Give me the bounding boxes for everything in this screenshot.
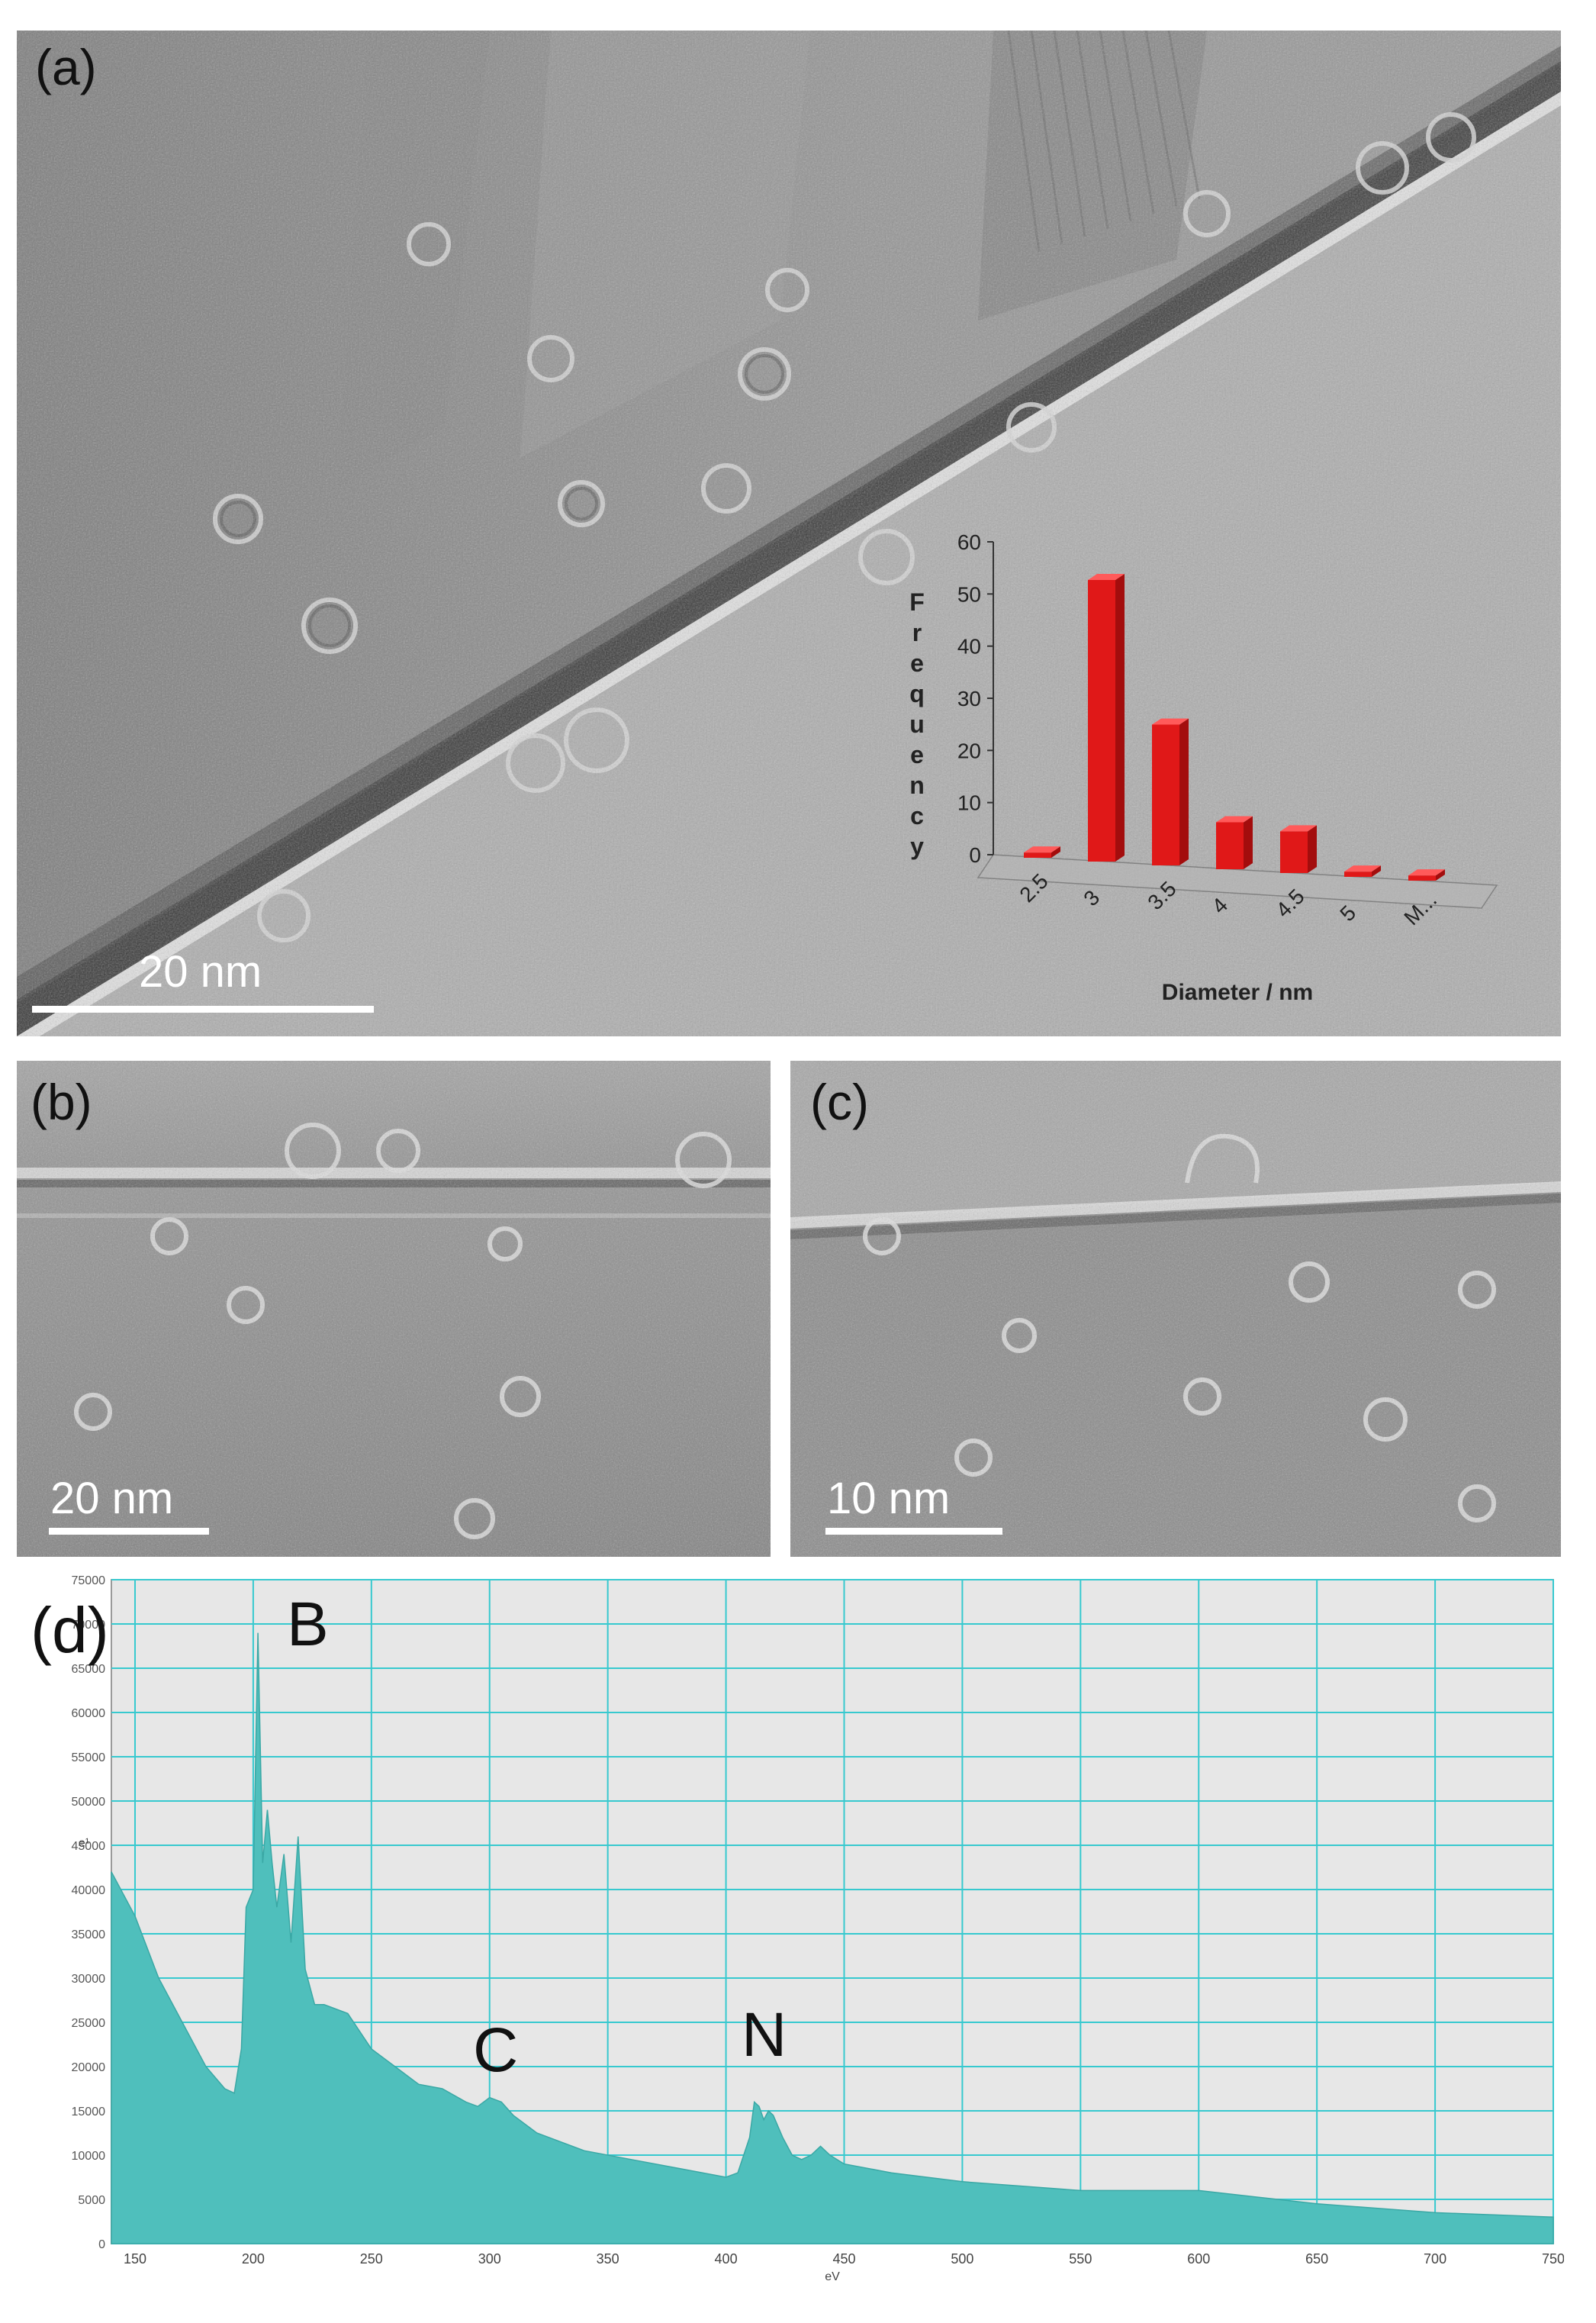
inset-bar: [1344, 865, 1381, 877]
panel-b-label: (b): [31, 1074, 92, 1130]
spectrum-x-tick-label: 300: [478, 2251, 501, 2267]
tem-image-b: [17, 1061, 771, 1557]
inset-bar: [1408, 869, 1445, 881]
inset-bar: [1216, 816, 1253, 869]
inset-bar: [1280, 825, 1317, 873]
inset-y-axis-label-char: c: [910, 802, 924, 830]
spectrum-y-tick-label: 30000: [72, 1973, 106, 1986]
spectrum-x-axis-label: eV: [825, 2270, 840, 2283]
inset-floor: [977, 854, 1498, 909]
inset-y-tick-label: 0: [969, 843, 981, 867]
spectrum-y-tick-label: 55000: [72, 1751, 106, 1764]
spectrum-x-tick-label: 500: [951, 2251, 973, 2267]
scale-bar-a: [32, 1006, 374, 1013]
eels-panel-d: 150 200 250 300 350 400 450 500 550 600 650 700 750 0…: [31, 1572, 1564, 2305]
spectrum-area: [111, 1632, 1554, 2244]
inset-bar: [1024, 846, 1060, 858]
spectrum-y-tick-label: 0: [98, 2238, 105, 2251]
panel-c-label: (c): [810, 1074, 869, 1130]
eels-spectrum-chart: 150 200 250 300 350 400 450 500 550 600 650 700 7500…: [72, 1574, 1565, 2283]
inset-y-tick-label: 30: [957, 687, 981, 710]
inset-y-axis-label-char: u: [909, 710, 925, 738]
spectrum-y-tick-label: 20000: [72, 2061, 106, 2074]
spectrum-x-tick-label: 150: [124, 2251, 146, 2267]
spectrum-y-tick-label: 45000: [72, 1840, 106, 1853]
spectrum-y-tick-label: 10000: [72, 2150, 106, 2163]
inset-x-tick-label: 5: [1335, 901, 1360, 926]
spectrum-x-tick-label: 650: [1305, 2251, 1328, 2267]
spectrum-y-axis-label: e¹: [79, 1837, 89, 1850]
spectrum-x-tick-label: 250: [360, 2251, 383, 2267]
panel-d-label: (d): [31, 1594, 109, 1666]
tem-image-c: [790, 1061, 1561, 1557]
inset-y-tick-label: 50: [957, 582, 981, 606]
inset-y-axis-label-char: q: [909, 680, 925, 707]
inset-y-tick-label: 10: [957, 791, 981, 815]
inset-y-tick-label: 20: [957, 739, 981, 762]
spectrum-y-tick-label: 15000: [72, 2106, 106, 2118]
spectrum-x-tick-label: 550: [1069, 2251, 1092, 2267]
spectrum-y-tick-label: 35000: [72, 1928, 106, 1941]
scale-bar-c: [825, 1528, 1002, 1535]
inset-x-tick-label: 3: [1079, 885, 1104, 910]
inset-y-axis-label-char: r: [912, 619, 922, 646]
peak-label-c: C: [473, 2015, 519, 2085]
inset-y-axis-label-char: e: [910, 741, 924, 768]
inset-y-axis-label-char: y: [910, 833, 924, 860]
inset-y-axis-label-char: n: [909, 772, 925, 799]
spectrum-y-tick-label: 75000: [72, 1574, 106, 1587]
peak-label-n: N: [742, 2000, 787, 2070]
inset-y-axis-label-char: F: [909, 588, 925, 616]
tem-panel-b: (b) 20 nm: [17, 1061, 771, 1557]
peak-label-b: B: [287, 1590, 329, 1659]
inset-bar: [1088, 574, 1125, 862]
inset-y-axis-label-char: e: [910, 649, 924, 677]
spectrum-y-tick-label: 60000: [72, 1707, 106, 1720]
spectrum-x-tick-label: 350: [597, 2251, 619, 2267]
scale-label-c: 10 nm: [827, 1474, 951, 1523]
scale-label-b: 20 nm: [50, 1474, 174, 1523]
tem-panel-c: (c) 10 nm: [790, 1061, 1561, 1557]
spectrum-x-tick-label: 400: [715, 2251, 738, 2267]
spectrum-y-tick-label: 5000: [78, 2194, 105, 2207]
inset-y-tick-label: 40: [957, 635, 981, 659]
spectrum-x-tick-label: 700: [1424, 2251, 1446, 2267]
spectrum-y-tick-label: 50000: [72, 1796, 106, 1809]
spectrum-y-tick-label: 65000: [72, 1663, 106, 1676]
spectrum-y-tick-label: 25000: [72, 2017, 106, 2030]
inset-y-tick-label: 60: [957, 530, 981, 554]
scale-bar-b: [49, 1528, 209, 1535]
spectrum-y-tick-label: 70000: [72, 1619, 106, 1632]
spectrum-x-tick-label: 200: [242, 2251, 265, 2267]
scale-label-a: 20 nm: [139, 947, 262, 997]
spectrum-y-tick-label: 40000: [72, 1884, 106, 1897]
inset-x-tick-label: 4: [1207, 893, 1232, 918]
inset-bar: [1152, 718, 1189, 865]
inset-x-axis-label: Diameter / nm: [1162, 980, 1313, 1005]
spectrum-x-tick-label: 450: [832, 2251, 855, 2267]
spectrum-x-tick-label: 750: [1542, 2251, 1564, 2267]
panel-a-label: (a): [35, 39, 97, 95]
spectrum-x-tick-label: 600: [1187, 2251, 1210, 2267]
